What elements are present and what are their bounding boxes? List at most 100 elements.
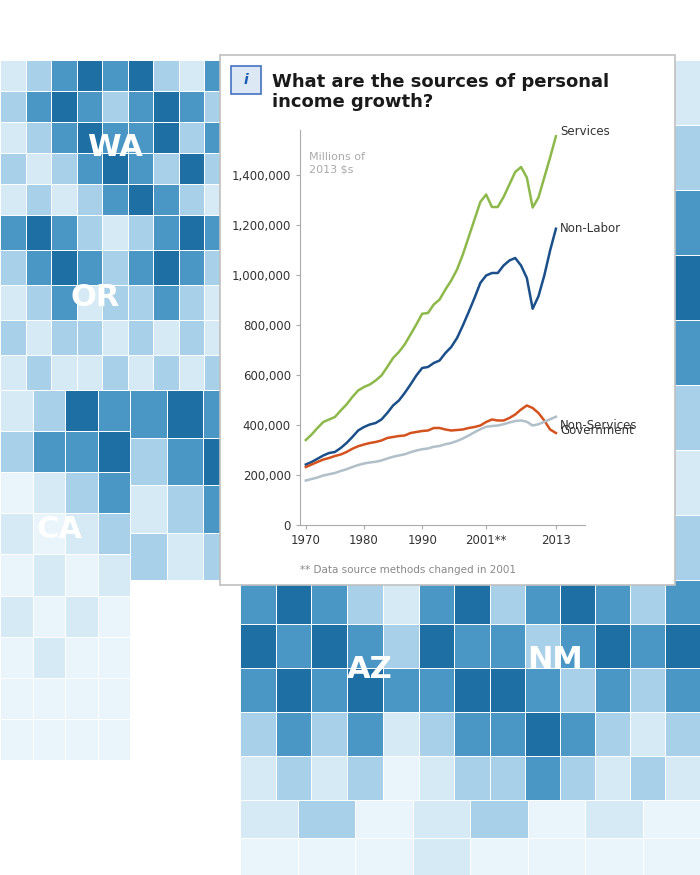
Bar <box>645 255 673 320</box>
Bar <box>51 153 77 184</box>
Bar <box>0 184 26 215</box>
Bar <box>617 125 645 190</box>
Bar <box>32 431 65 473</box>
Bar <box>673 60 700 125</box>
Bar <box>617 190 645 255</box>
Bar <box>32 514 65 555</box>
Bar <box>179 184 204 215</box>
Bar <box>204 122 230 153</box>
Bar <box>419 712 454 756</box>
Bar <box>240 800 298 837</box>
Bar <box>645 450 673 515</box>
Bar <box>153 184 179 215</box>
Bar <box>179 122 204 153</box>
Bar <box>102 320 128 355</box>
Bar <box>51 60 77 91</box>
Bar <box>0 390 32 431</box>
Bar <box>51 91 77 122</box>
Bar <box>347 624 383 668</box>
Bar <box>645 60 673 125</box>
Bar <box>204 250 230 285</box>
Bar <box>102 215 128 250</box>
Bar <box>347 580 383 624</box>
Bar <box>179 250 204 285</box>
Bar <box>51 122 77 153</box>
Bar <box>204 215 230 250</box>
Bar <box>128 215 153 250</box>
Bar <box>630 668 665 712</box>
Bar <box>0 355 26 390</box>
Bar <box>65 431 97 473</box>
Bar <box>77 355 102 390</box>
Text: Non-Services: Non-Services <box>560 419 638 432</box>
Bar <box>167 485 203 533</box>
Bar <box>665 668 700 712</box>
Bar <box>97 719 130 760</box>
Bar <box>32 719 65 760</box>
Bar <box>665 712 700 756</box>
Bar <box>595 756 630 800</box>
Bar <box>204 320 230 355</box>
Text: income growth?: income growth? <box>272 93 433 111</box>
FancyBboxPatch shape <box>231 66 261 94</box>
Bar <box>203 533 240 580</box>
Bar <box>102 355 128 390</box>
Bar <box>412 800 470 837</box>
Bar <box>490 712 525 756</box>
Bar <box>383 712 419 756</box>
Bar <box>97 596 130 637</box>
Bar <box>645 385 673 450</box>
Bar <box>645 190 673 255</box>
Bar <box>32 555 65 596</box>
Bar <box>383 580 419 624</box>
Bar <box>276 580 312 624</box>
Bar <box>585 837 643 875</box>
Bar <box>102 250 128 285</box>
Bar <box>77 122 102 153</box>
Bar <box>276 756 312 800</box>
Bar <box>77 320 102 355</box>
Bar <box>0 250 26 285</box>
Bar <box>0 596 32 637</box>
Bar <box>204 184 230 215</box>
Bar <box>130 533 167 580</box>
Bar <box>26 320 51 355</box>
Bar <box>617 60 645 125</box>
Bar <box>65 719 97 760</box>
Bar <box>0 431 32 473</box>
Text: WA: WA <box>87 134 143 163</box>
Bar <box>204 91 230 122</box>
Bar <box>102 153 128 184</box>
Bar <box>673 125 700 190</box>
Bar <box>673 385 700 450</box>
Bar <box>312 668 347 712</box>
Bar <box>51 355 77 390</box>
Bar <box>528 800 585 837</box>
Bar <box>77 215 102 250</box>
Bar <box>585 800 643 837</box>
Bar <box>77 285 102 320</box>
Bar <box>298 837 355 875</box>
Bar <box>673 515 700 580</box>
Bar <box>590 515 617 580</box>
Bar <box>51 215 77 250</box>
Bar <box>383 624 419 668</box>
Bar <box>454 580 490 624</box>
Bar <box>204 153 230 184</box>
Bar <box>65 678 97 719</box>
Bar <box>77 250 102 285</box>
Bar <box>32 637 65 678</box>
Bar <box>97 473 130 514</box>
Bar <box>153 122 179 153</box>
Bar <box>0 153 26 184</box>
Bar <box>32 390 65 431</box>
Text: Non-Labor: Non-Labor <box>560 222 621 235</box>
Bar <box>419 624 454 668</box>
Bar <box>665 624 700 668</box>
Bar <box>525 756 560 800</box>
Bar <box>128 122 153 153</box>
Bar <box>153 355 179 390</box>
Bar <box>240 580 276 624</box>
Bar <box>204 355 230 390</box>
Bar <box>97 431 130 473</box>
